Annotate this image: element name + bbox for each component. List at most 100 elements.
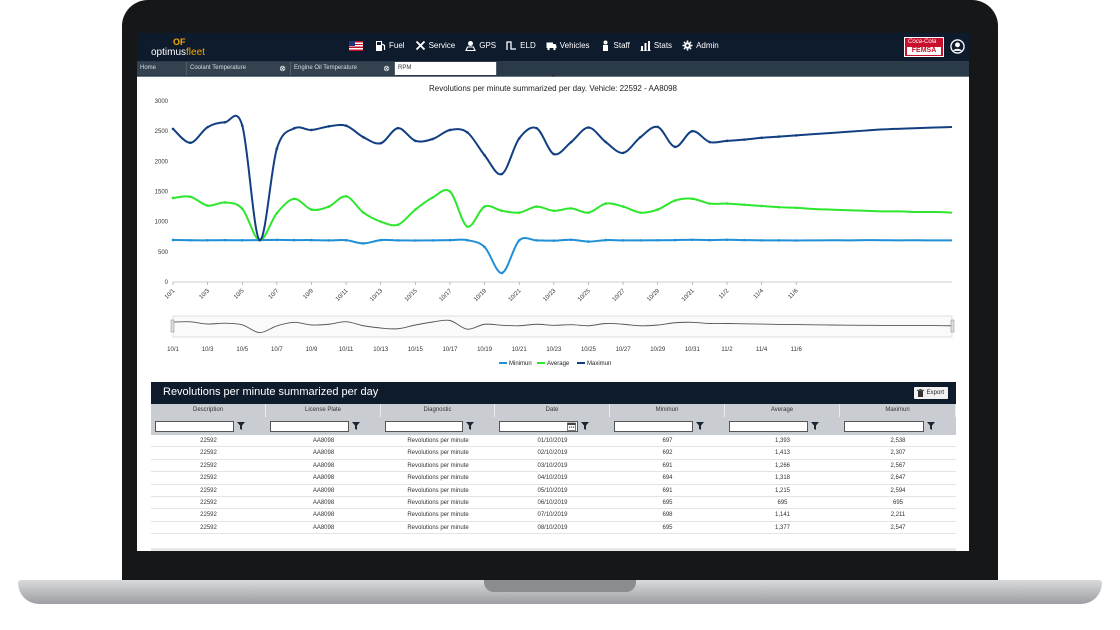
data-point-average[interactable] bbox=[587, 211, 590, 214]
data-point-average[interactable] bbox=[206, 204, 209, 207]
data-point-minimun[interactable] bbox=[240, 239, 244, 242]
data-point-minimun[interactable] bbox=[742, 238, 746, 242]
data-point-average[interactable] bbox=[223, 201, 227, 204]
data-point-maximun[interactable] bbox=[344, 124, 348, 128]
data-point-maximun[interactable] bbox=[483, 154, 486, 157]
navigator-handle-left[interactable] bbox=[170, 319, 175, 333]
data-point-average[interactable] bbox=[535, 205, 538, 208]
data-point-average[interactable] bbox=[396, 223, 400, 226]
table-row[interactable]: 22592 AA8098 Revolutions per minute 04/10/2… bbox=[151, 472, 956, 485]
data-point-minimun[interactable] bbox=[691, 238, 694, 242]
filter-input-description[interactable] bbox=[155, 421, 234, 432]
data-point-average[interactable] bbox=[621, 205, 625, 208]
data-point-maximun[interactable] bbox=[777, 135, 781, 138]
data-point-maximun[interactable] bbox=[414, 139, 417, 143]
data-point-average[interactable] bbox=[708, 202, 711, 205]
grid-scrollbar[interactable] bbox=[151, 548, 956, 551]
data-point-maximun[interactable] bbox=[448, 128, 452, 132]
nav-item-fuel[interactable]: Fuel bbox=[375, 40, 405, 51]
data-point-average[interactable] bbox=[483, 205, 486, 208]
data-point-average[interactable] bbox=[379, 220, 383, 223]
data-point-minimun[interactable] bbox=[396, 239, 400, 242]
tab-close-icon[interactable]: ⊗ bbox=[279, 64, 286, 73]
data-point-maximun[interactable] bbox=[760, 136, 763, 140]
data-point-maximun[interactable] bbox=[396, 126, 400, 130]
data-point-maximun[interactable] bbox=[379, 141, 383, 145]
data-point-average[interactable] bbox=[500, 209, 504, 213]
data-point-average[interactable] bbox=[639, 211, 642, 214]
filter-input-date[interactable] bbox=[499, 421, 578, 432]
data-point-average[interactable] bbox=[725, 202, 729, 205]
data-point-maximun[interactable] bbox=[794, 134, 798, 137]
data-point-maximun[interactable] bbox=[189, 141, 192, 145]
data-point-minimun[interactable] bbox=[292, 238, 296, 242]
data-point-maximun[interactable] bbox=[621, 151, 625, 155]
series-line-average[interactable] bbox=[172, 188, 953, 242]
data-point-maximun[interactable] bbox=[691, 129, 694, 133]
data-point-average[interactable] bbox=[344, 195, 348, 198]
data-point-maximun[interactable] bbox=[552, 152, 556, 156]
data-point-maximun[interactable] bbox=[171, 127, 175, 131]
series-line-maximun[interactable] bbox=[172, 114, 953, 242]
column-header-maximun[interactable]: Maximun bbox=[840, 404, 956, 417]
data-point-minimun[interactable] bbox=[431, 239, 434, 242]
data-point-maximun[interactable] bbox=[465, 131, 469, 134]
data-point-average[interactable] bbox=[691, 197, 694, 201]
data-point-average[interactable] bbox=[171, 196, 175, 200]
navigator-handle-right[interactable] bbox=[950, 319, 955, 333]
table-row[interactable]: 22592 AA8098 Revolutions per minute 05/10/2… bbox=[151, 485, 956, 497]
tab-close-icon[interactable]: ⊗ bbox=[383, 64, 390, 73]
data-point-minimun[interactable] bbox=[327, 239, 331, 242]
data-point-average[interactable] bbox=[448, 190, 452, 193]
data-point-average[interactable] bbox=[275, 211, 279, 215]
optimusfleet-logo[interactable]: OF optimusfleet bbox=[151, 37, 221, 58]
tab-overflow-caret-icon[interactable] bbox=[550, 74, 556, 77]
column-header-minimun[interactable]: Minimun bbox=[610, 404, 725, 417]
table-row[interactable]: 22592 AA8098 Revolutions per minute 06/10/2… bbox=[151, 497, 956, 510]
data-point-minimun[interactable] bbox=[656, 238, 660, 242]
tab-engine-oil-temperature[interactable]: Engine Oil Temperature ⊗ bbox=[291, 62, 395, 75]
filter-input-maximun[interactable] bbox=[844, 421, 924, 432]
data-point-maximun[interactable] bbox=[223, 120, 227, 124]
us-flag-icon[interactable] bbox=[349, 41, 363, 51]
data-point-minimun[interactable] bbox=[639, 239, 642, 242]
data-point-maximun[interactable] bbox=[292, 127, 296, 130]
data-point-minimun[interactable] bbox=[777, 239, 781, 242]
table-row[interactable]: 22592 AA8098 Revolutions per minute 08/10/2… bbox=[151, 522, 956, 535]
data-point-maximun[interactable] bbox=[500, 172, 504, 176]
column-header-description[interactable]: Description bbox=[151, 404, 266, 417]
data-point-minimun[interactable] bbox=[587, 240, 590, 243]
data-point-minimun[interactable] bbox=[310, 238, 313, 242]
filter-funnel-icon[interactable] bbox=[352, 422, 360, 430]
filter-funnel-icon[interactable] bbox=[466, 422, 474, 430]
data-point-average[interactable] bbox=[414, 208, 417, 211]
data-point-minimun[interactable] bbox=[206, 239, 209, 242]
filter-input-diagnostic[interactable] bbox=[385, 421, 463, 432]
data-point-average[interactable] bbox=[465, 225, 469, 228]
data-point-minimun[interactable] bbox=[275, 238, 279, 242]
table-row[interactable]: 22592 AA8098 Revolutions per minute 03/10/2… bbox=[151, 460, 956, 473]
data-point-minimun[interactable] bbox=[379, 238, 383, 242]
filter-input-minimun[interactable] bbox=[614, 421, 693, 432]
data-point-average[interactable] bbox=[362, 211, 365, 214]
data-point-minimun[interactable] bbox=[500, 271, 504, 275]
table-row[interactable]: 22592 AA8098 Revolutions per minute 02/10/2… bbox=[151, 447, 956, 460]
data-point-maximun[interactable] bbox=[431, 137, 434, 141]
data-point-maximun[interactable] bbox=[673, 145, 677, 149]
data-point-minimun[interactable] bbox=[483, 245, 486, 249]
column-header-license-plate[interactable]: License Plate bbox=[266, 404, 381, 417]
data-point-minimun[interactable] bbox=[344, 238, 348, 242]
data-point-maximun[interactable] bbox=[275, 147, 279, 150]
filter-funnel-icon[interactable] bbox=[237, 422, 245, 430]
data-point-maximun[interactable] bbox=[535, 126, 538, 130]
data-point-minimun[interactable] bbox=[362, 242, 365, 245]
data-point-average[interactable] bbox=[517, 211, 521, 214]
data-point-minimun[interactable] bbox=[171, 238, 175, 242]
legend-label-maximun[interactable]: Maximun bbox=[587, 361, 611, 367]
data-point-minimun[interactable] bbox=[760, 239, 763, 242]
filter-funnel-icon[interactable] bbox=[811, 422, 819, 430]
data-point-average[interactable] bbox=[794, 206, 798, 210]
filter-input-average[interactable] bbox=[729, 421, 808, 432]
data-point-average[interactable] bbox=[656, 208, 660, 211]
data-point-maximun[interactable] bbox=[569, 140, 573, 144]
